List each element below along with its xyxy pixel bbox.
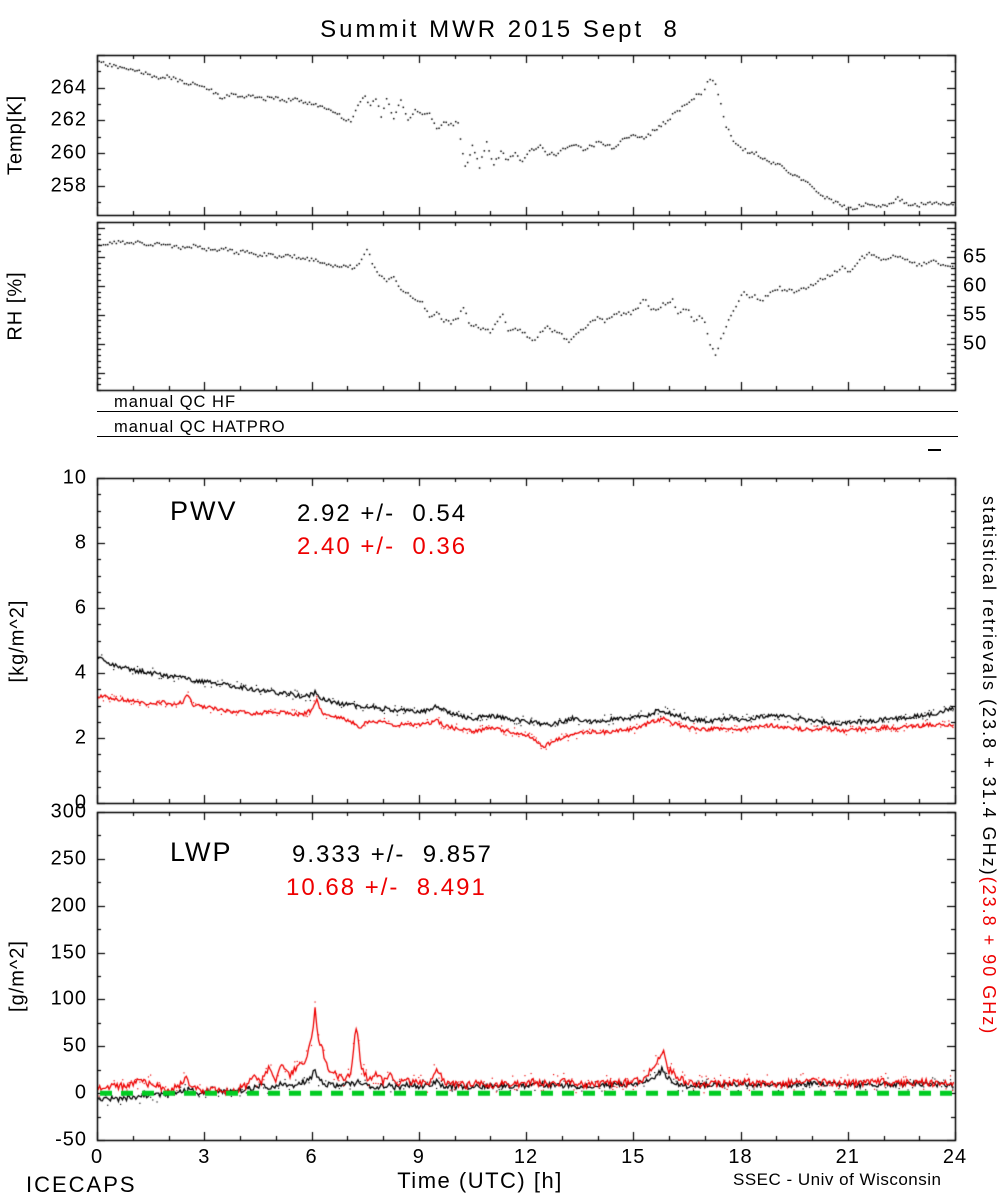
pwv-ytick-4: 4 xyxy=(74,661,87,684)
x-tick-24: 24 xyxy=(942,1146,968,1168)
rh-ytick-55: 55 xyxy=(963,303,988,326)
x-tick-9: 9 xyxy=(412,1146,425,1168)
lwp-stat-red: 10.68 +/- 8.491 xyxy=(286,874,487,901)
pwv-ytick-2: 2 xyxy=(74,726,87,749)
qc-hf-label: manual QC HF xyxy=(114,393,237,411)
pwv-ytick-10: 10 xyxy=(62,466,87,489)
x-tick-15: 15 xyxy=(621,1146,646,1168)
temp-ytick-258: 258 xyxy=(50,174,87,197)
temp-ytick-264: 264 xyxy=(50,76,87,99)
lwp-axis-label: [g/m^2] xyxy=(6,940,29,1012)
x-tick-21: 21 xyxy=(835,1146,860,1168)
qc-hf-line xyxy=(97,411,958,412)
right-axis-label-black: statistical retrievals (23.8 + 31.4 GHz) xyxy=(979,496,999,877)
lwp-ytick-150: 150 xyxy=(50,941,87,964)
right-axis-label-red: (23.8 + 90 GHz) xyxy=(979,876,999,1036)
lwp-stat-black: 9.333 +/- 9.857 xyxy=(292,841,493,868)
x-tick-0: 0 xyxy=(90,1146,104,1168)
lwp-ytick-200: 200 xyxy=(50,894,87,917)
pwv-stat-black: 2.92 +/- 0.54 xyxy=(297,500,468,527)
temp-axis-label: Temp[K] xyxy=(4,94,27,176)
footer-icecaps: ICECAPS xyxy=(26,1172,137,1197)
right-axis-label: statistical retrievals (23.8 + 31.4 GHz)… xyxy=(957,468,1000,1168)
page-title: Summit MWR 2015 Sept 8 xyxy=(320,16,680,43)
x-tick-18: 18 xyxy=(728,1146,753,1168)
lwp-ytick--50: -50 xyxy=(55,1128,87,1151)
x-tick-12: 12 xyxy=(513,1146,539,1168)
footer-ssec: SSEC - Univ of Wisconsin xyxy=(733,1170,942,1189)
pwv-ytick-8: 8 xyxy=(74,531,87,554)
lwp-ytick-50: 50 xyxy=(62,1034,87,1057)
pwv-ytick-6: 6 xyxy=(74,596,87,619)
temp-ytick-260: 260 xyxy=(50,141,87,164)
stray-dash xyxy=(928,449,941,451)
pwv-panel-title: PWV xyxy=(170,496,238,526)
x-tick-6: 6 xyxy=(305,1146,318,1168)
pwv-ytick-0: 0 xyxy=(74,791,87,814)
lwp-ytick-0: 0 xyxy=(74,1081,87,1104)
x-tick-3: 3 xyxy=(198,1146,211,1168)
rh-ytick-60: 60 xyxy=(963,274,988,297)
lwp-ytick-250: 250 xyxy=(50,847,87,870)
qc-hatpro-line xyxy=(97,436,958,437)
rh-axis-label: RH [%] xyxy=(4,271,27,341)
lwp-ytick-300: 300 xyxy=(50,800,87,823)
temp-ytick-262: 262 xyxy=(50,108,87,131)
rh-ytick-65: 65 xyxy=(963,245,988,268)
qc-hatpro-label: manual QC HATPRO xyxy=(114,418,286,436)
lwp-ytick-100: 100 xyxy=(50,987,87,1010)
pwv-axis-label: [kg/m^2] xyxy=(6,599,29,683)
lwp-panel-title: LWP xyxy=(170,837,233,867)
x-axis-label: Time (UTC) [h] xyxy=(397,1168,563,1193)
pwv-stat-red: 2.40 +/- 0.36 xyxy=(297,533,468,560)
rh-ytick-50: 50 xyxy=(963,332,988,355)
